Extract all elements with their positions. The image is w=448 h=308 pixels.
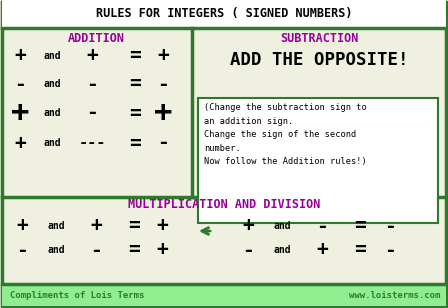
Text: -: - <box>86 103 98 123</box>
Text: =: = <box>128 217 140 236</box>
Text: and: and <box>43 138 61 148</box>
Text: +: + <box>14 47 26 66</box>
Text: =: = <box>128 241 140 260</box>
Text: +: + <box>316 241 328 260</box>
Text: and: and <box>43 108 61 118</box>
Text: =: = <box>129 103 141 123</box>
Text: -: - <box>316 217 328 236</box>
Text: Compliments of Lois Terms: Compliments of Lois Terms <box>10 290 144 299</box>
Bar <box>2 0 446 28</box>
Text: -: - <box>242 241 254 260</box>
Text: ADD THE OPPOSITE!: ADD THE OPPOSITE! <box>230 51 408 69</box>
Text: MULTIPLICATION AND DIVISION: MULTIPLICATION AND DIVISION <box>128 198 320 212</box>
Text: -: - <box>86 75 98 94</box>
Text: and: and <box>43 51 61 61</box>
Text: =: = <box>354 217 366 236</box>
Text: =: = <box>129 75 141 94</box>
Text: =: = <box>129 133 141 152</box>
Text: -: - <box>14 75 26 94</box>
Text: +: + <box>156 241 168 260</box>
Text: +: + <box>11 99 29 128</box>
Text: +: + <box>90 217 102 236</box>
Text: =: = <box>354 241 366 260</box>
Bar <box>198 98 438 223</box>
Text: and: and <box>273 221 291 231</box>
Text: (Change the subtraction sign to
an addition sign.
Change the sign of the second
: (Change the subtraction sign to an addit… <box>204 103 367 166</box>
Text: and: and <box>47 221 65 231</box>
Text: -: - <box>90 241 102 260</box>
Text: +: + <box>242 217 254 236</box>
Text: ---: --- <box>78 136 106 151</box>
Text: www.loisterms.com: www.loisterms.com <box>349 290 440 299</box>
Text: +: + <box>154 99 172 128</box>
Text: and: and <box>47 245 65 255</box>
Text: -: - <box>157 133 169 152</box>
Text: -: - <box>16 241 28 260</box>
Text: ADDITION: ADDITION <box>68 31 125 44</box>
Text: +: + <box>14 133 26 152</box>
Text: and: and <box>273 245 291 255</box>
Bar <box>2 284 446 306</box>
Text: +: + <box>86 47 98 66</box>
Text: and: and <box>43 79 61 89</box>
Text: =: = <box>129 47 141 66</box>
Text: -: - <box>384 241 396 260</box>
Text: -: - <box>384 217 396 236</box>
Text: -: - <box>157 75 169 94</box>
Text: SUBTRACTION: SUBTRACTION <box>280 31 358 44</box>
Text: +: + <box>16 217 28 236</box>
Text: +: + <box>157 47 169 66</box>
Text: RULES FOR INTEGERS ( SIGNED NUMBERS): RULES FOR INTEGERS ( SIGNED NUMBERS) <box>96 7 352 21</box>
Text: +: + <box>156 217 168 236</box>
